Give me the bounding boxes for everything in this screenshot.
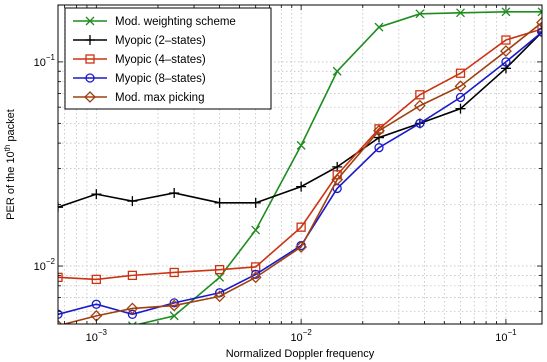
data-point [214, 264, 225, 275]
legend-label: Myopic (8–states) [115, 73, 206, 85]
data-point [85, 54, 95, 64]
tick-label-base: 10 [34, 261, 46, 273]
series-layer [54, 7, 542, 335]
series-1 [54, 7, 542, 335]
data-point [169, 267, 179, 278]
data-point [215, 272, 225, 282]
tick-label-exponent: −2 [46, 257, 56, 266]
data-point [58, 309, 63, 319]
data-point [415, 90, 425, 100]
data-point [84, 91, 96, 103]
data-point [413, 99, 426, 112]
data-point [249, 271, 262, 284]
tick-label-exponent: −2 [303, 328, 313, 337]
data-point [54, 327, 62, 335]
y-tick-label: 10−1 [34, 53, 56, 69]
legend-item-3: Myopic (4–states) [73, 54, 206, 66]
data-point [126, 302, 139, 315]
legend-item-5: Mod. max picking [73, 91, 204, 104]
data-point [537, 24, 542, 34]
legend: Mod. weighting scheme Myopic (2–states) My… [64, 7, 272, 110]
tick-label-exponent: −1 [507, 328, 517, 337]
data-point [58, 272, 63, 283]
series-3 [58, 24, 542, 285]
tick-label-exponent: −1 [46, 53, 56, 62]
data-point [501, 35, 511, 45]
series-line [58, 28, 542, 281]
x-axis-label: Normalized Doppler frequency [226, 348, 375, 360]
data-point [169, 298, 179, 308]
x-tick-label: 10−3 [86, 328, 108, 344]
y-axis-label-suffix: packet [5, 109, 17, 144]
data-point [373, 124, 385, 137]
series-5 [58, 16, 542, 324]
y-axis-label-superscript: th [3, 145, 12, 152]
series-2 [58, 27, 542, 213]
axes-layer: 10−3 10−2 10−110−210−1 [34, 4, 543, 344]
data-point [500, 63, 511, 74]
data-point [296, 222, 306, 232]
data-point [374, 143, 384, 153]
plot-frame [57, 4, 543, 325]
data-point [127, 309, 138, 319]
data-point [537, 27, 542, 38]
data-point [91, 274, 101, 285]
y-axis-label-prefix: PER of the 10 [5, 151, 17, 220]
data-point [332, 66, 342, 76]
y-tick-label: 10−2 [34, 257, 56, 273]
data-point [85, 73, 95, 83]
data-point [331, 173, 344, 186]
data-point [169, 187, 180, 198]
data-point [213, 290, 226, 303]
data-point [456, 8, 465, 18]
data-point [501, 57, 511, 67]
data-point [295, 241, 308, 253]
data-point [455, 103, 466, 114]
tick-label-exponent: −3 [98, 328, 108, 337]
y-axis-label: PER of the 10th packet [3, 109, 18, 220]
data-point [501, 7, 511, 17]
tick-label-base: 10 [34, 57, 46, 69]
data-point [536, 16, 542, 29]
data-point [58, 202, 63, 213]
tick-label-base: 10 [86, 332, 98, 344]
data-point [454, 80, 467, 93]
data-point [500, 45, 512, 57]
data-point [168, 299, 181, 312]
x-tick-label: 10−1 [495, 328, 517, 344]
legend-item-1: Mod. weighting scheme [73, 16, 236, 28]
data-point [296, 181, 307, 192]
legend-label: Mod. max picking [115, 92, 204, 104]
legend-item-4: Myopic (8–states) [73, 73, 206, 85]
legend-label: Mod. weighting scheme [115, 16, 236, 28]
data-point [374, 22, 384, 32]
legend-label: Myopic (2–states) [115, 35, 206, 47]
data-point [537, 7, 542, 17]
tick-label-base: 10 [290, 332, 302, 344]
tick-label-base: 10 [495, 332, 507, 344]
legend-item-2: Myopic (2–states) [73, 35, 206, 47]
x-tick-label: 10−2 [290, 328, 312, 344]
data-point [455, 68, 466, 78]
data-point [251, 225, 261, 235]
data-point [127, 321, 137, 324]
data-point [127, 196, 138, 207]
data-point [537, 27, 542, 37]
data-point [415, 118, 425, 128]
data-point [85, 35, 95, 45]
data-point [91, 189, 102, 200]
data-point [250, 197, 261, 208]
legend-label: Myopic (4–states) [115, 54, 206, 66]
data-point [415, 9, 425, 19]
data-point [127, 270, 138, 281]
data-point [85, 16, 95, 26]
data-point [214, 197, 225, 208]
data-point [455, 92, 466, 103]
data-point [169, 311, 179, 321]
data-point [296, 140, 306, 150]
series-line [61, 21, 542, 324]
data-point [373, 132, 384, 143]
data-point [91, 299, 101, 309]
